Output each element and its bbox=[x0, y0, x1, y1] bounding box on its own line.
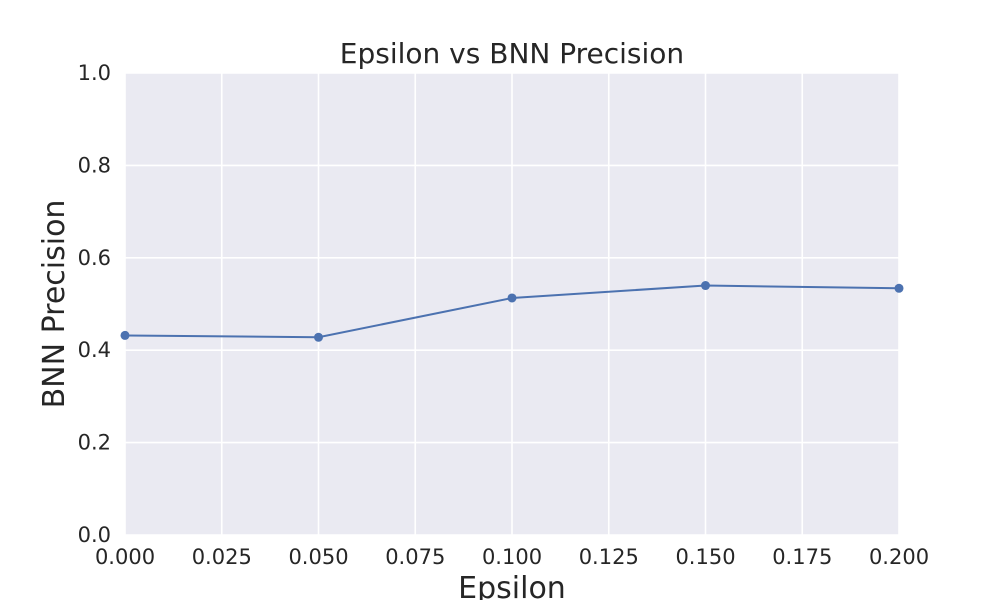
data-point bbox=[894, 283, 904, 293]
chart-title: Epsilon vs BNN Precision bbox=[340, 37, 684, 70]
y-axis-label: BNN Precision bbox=[37, 200, 72, 409]
x-tick-label: 0.050 bbox=[288, 545, 348, 569]
x-tick-label: 0.025 bbox=[192, 545, 252, 569]
y-tick-label: 0.8 bbox=[78, 153, 111, 177]
y-tick-label: 1.0 bbox=[78, 61, 111, 85]
series-group bbox=[120, 281, 904, 342]
grid bbox=[124, 72, 900, 536]
y-tick-label: 0.0 bbox=[78, 523, 111, 547]
y-tick-label: 0.6 bbox=[78, 246, 111, 270]
x-tick-label: 0.175 bbox=[772, 545, 832, 569]
data-point bbox=[701, 281, 710, 291]
x-tick-label: 0.075 bbox=[385, 545, 445, 569]
x-tick-label: 0.100 bbox=[482, 545, 542, 569]
y-tick-label: 0.2 bbox=[78, 431, 111, 455]
data-point bbox=[314, 332, 323, 342]
x-tick-label: 0.200 bbox=[869, 545, 929, 569]
data-point bbox=[120, 330, 130, 340]
x-tick-label: 0.150 bbox=[675, 545, 735, 569]
x-tick-labels: 0.000 0.025 0.050 0.075 0.100 0.125 0.150 0.175… bbox=[95, 545, 929, 569]
x-tick-label: 0.125 bbox=[579, 545, 639, 569]
y-tick-labels: 0.0 0.2 0.4 0.6 0.8 1.0 bbox=[78, 61, 111, 547]
data-point bbox=[507, 293, 517, 303]
x-tick-label: 0.000 bbox=[95, 545, 155, 569]
y-tick-label: 0.4 bbox=[78, 338, 111, 362]
x-axis-label: Epsilon bbox=[458, 571, 566, 600]
